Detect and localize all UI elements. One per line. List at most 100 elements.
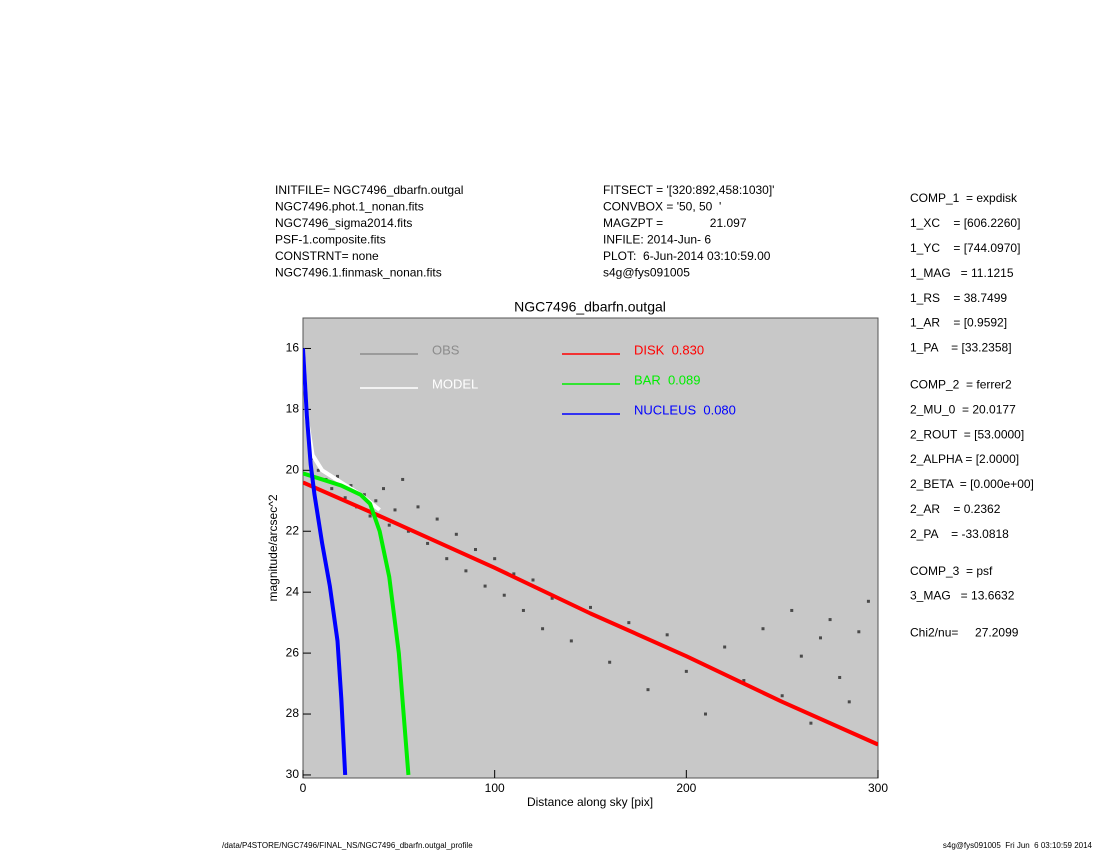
- data-point: [445, 557, 449, 561]
- data-point: [382, 487, 385, 491]
- header-line: INITFILE= NGC7496_dbarfn.outgal: [275, 183, 463, 197]
- data-point: [493, 557, 497, 561]
- model-line: [303, 348, 348, 776]
- x-tick-label: 100: [485, 781, 505, 795]
- data-point: [362, 493, 366, 497]
- parameter: 1_PA = [33.2358]: [910, 341, 1012, 355]
- legend-label: OBS: [432, 342, 460, 357]
- data-point: [646, 688, 650, 692]
- data-point: [416, 505, 420, 509]
- parameter: 2_BETA = [0.000e+00]: [910, 477, 1034, 491]
- data-point: [330, 487, 334, 491]
- data-point: [684, 669, 688, 673]
- parameter: COMP_3 = psf: [910, 564, 993, 578]
- data-point: [316, 468, 320, 472]
- header-line: CONSTRNT= none: [275, 249, 379, 263]
- data-point: [627, 621, 631, 625]
- data-point: [866, 599, 870, 603]
- legend-label: BAR 0.089: [634, 372, 701, 387]
- data-point: [454, 532, 458, 536]
- header-line: PLOT: 6-Jun-2014 03:10:59.00: [603, 249, 771, 263]
- footer-left: /data/P4STORE/NGC7496/FINAL_NS/NGC7496_d…: [222, 841, 473, 850]
- x-tick-label: 200: [676, 781, 696, 795]
- data-point: [723, 645, 727, 649]
- y-tick-label: 20: [286, 462, 300, 476]
- header-line: PSF-1.composite.fits: [275, 233, 386, 247]
- parameter: 2_ROUT = [53.0000]: [910, 427, 1024, 441]
- data-point: [349, 484, 353, 488]
- data-point: [531, 578, 535, 582]
- y-tick-label: 28: [286, 706, 300, 720]
- parameter: 1_AR = [0.9592]: [910, 316, 1007, 330]
- parameter: 2_PA = -33.0818: [910, 527, 1009, 541]
- header-line: CONVBOX = '50, 50 ': [603, 200, 721, 214]
- header-line: NGC7496_sigma2014.fits: [275, 216, 412, 230]
- header-line: FITSECT = '[320:892,458:1030]': [603, 183, 774, 197]
- model-line: [303, 480, 878, 747]
- y-tick-label: 30: [286, 767, 300, 781]
- data-point: [828, 618, 832, 622]
- plot-area: [302, 317, 879, 779]
- header-line: INFILE: 2014-Jun- 6: [603, 233, 711, 247]
- data-point: [406, 529, 410, 533]
- y-tick-label: 16: [286, 341, 300, 355]
- y-tick-label: 18: [286, 402, 300, 416]
- data-point: [343, 496, 347, 500]
- data-point: [742, 679, 746, 683]
- parameter: 2_AR = 0.2362: [910, 502, 1001, 516]
- data-point: [393, 508, 397, 512]
- parameter: 1_MAG = 11.1215: [910, 266, 1014, 280]
- y-tick-label: 22: [286, 523, 300, 537]
- parameter: 1_XC = [606.2260]: [910, 216, 1020, 230]
- header-line: NGC7496.1.finmask_nonan.fits: [275, 266, 442, 280]
- x-tick-label: 300: [868, 781, 888, 795]
- data-point: [780, 694, 784, 698]
- legend-label: DISK 0.830: [634, 342, 704, 357]
- data-point: [474, 548, 477, 552]
- parameter: 3_MAG = 13.6632: [910, 589, 1015, 603]
- data-point: [761, 627, 765, 631]
- data-point: [368, 514, 372, 518]
- chart-title: NGC7496_dbarfn.outgal: [514, 299, 666, 315]
- plot-marks: [303, 348, 878, 776]
- data-point: [665, 633, 669, 637]
- data-point: [426, 541, 430, 545]
- model-line: [303, 471, 411, 776]
- data-point: [847, 700, 851, 704]
- parameter: COMP_2 = ferrer2: [910, 377, 1012, 391]
- x-axis-label: Distance along sky [pix]: [527, 795, 653, 809]
- data-point: [435, 517, 439, 521]
- data-point: [521, 608, 525, 612]
- y-axis-label: magnitude/arcsec^2: [266, 494, 280, 601]
- header-line: MAGZPT = 21.097: [603, 216, 747, 230]
- data-point: [608, 660, 612, 664]
- data-point: [336, 474, 339, 478]
- parameter: 2_ALPHA = [2.0000]: [910, 452, 1019, 466]
- parameter: 1_YC = [744.0970]: [910, 241, 1020, 255]
- data-point: [374, 499, 378, 503]
- data-point: [589, 605, 592, 609]
- parameter: 2_MU_0 = 20.0177: [910, 402, 1016, 416]
- data-point: [799, 654, 803, 658]
- legend-label: NUCLEUS 0.080: [634, 402, 736, 417]
- data-point: [464, 569, 468, 573]
- data-point: [512, 572, 516, 576]
- data-point: [704, 712, 707, 716]
- data-point: [401, 477, 405, 481]
- data-point: [790, 608, 794, 612]
- footer-right: s4g@fys091005 Fri Jun 6 03:10:59 2014: [943, 841, 1093, 850]
- y-tick-label: 26: [286, 645, 300, 659]
- parameter: 1_RS = 38.7499: [910, 291, 1007, 305]
- header-line: NGC7496.phot.1_nonan.fits: [275, 200, 424, 214]
- data-point: [541, 627, 545, 631]
- y-tick-label: 24: [286, 584, 300, 598]
- parameter: Chi2/nu= 27.2099: [910, 626, 1019, 640]
- data-point: [819, 636, 822, 640]
- data-point: [483, 584, 487, 588]
- parameter: COMP_1 = expdisk: [910, 191, 1018, 205]
- data-point: [857, 630, 861, 634]
- data-point: [502, 593, 506, 597]
- data-point: [550, 596, 554, 600]
- data-point: [387, 523, 391, 527]
